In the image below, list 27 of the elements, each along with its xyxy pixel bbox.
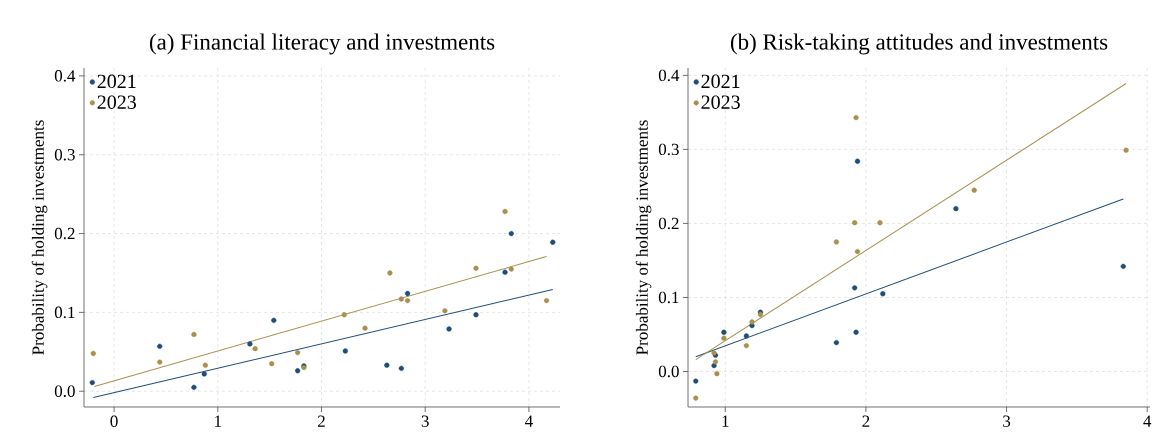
y-tick-label: 0.0	[54, 385, 75, 397]
x-tick-label: 4	[1143, 415, 1152, 427]
x-tick-label: 2	[317, 415, 325, 427]
y-axis-title: Probability of holding investments	[31, 120, 48, 355]
y-tick-label: 0.4	[54, 70, 76, 82]
y-tick-label: 0.1	[54, 306, 75, 319]
legend-label: 2023	[701, 95, 740, 109]
y-tick-label: 0.2	[54, 227, 75, 240]
x-tick-label: 2	[862, 415, 870, 427]
legend-label: 2021	[701, 74, 740, 89]
x-tick-label: 4	[524, 415, 533, 427]
y-axis-title: Probability of holding investments	[635, 120, 652, 355]
y-tick-label: 0.0	[658, 365, 679, 378]
y-tick-label: 0.3	[658, 143, 679, 156]
x-tick-label: 0	[110, 415, 118, 428]
y-tick-label: 0.4	[658, 69, 680, 82]
y-tick-label: 0.2	[658, 217, 679, 230]
x-tick-label: 3	[421, 415, 429, 427]
x-tick-label: 1	[722, 415, 729, 427]
y-tick-label: 0.1	[658, 291, 679, 304]
x-tick-label: 1	[215, 415, 222, 427]
x-tick-label: 3	[1003, 415, 1011, 427]
chart-title: (b) Risk-taking attitudes and investments	[730, 33, 1108, 55]
legend-label: 2021	[97, 74, 136, 89]
y-tick-label: 0.3	[54, 148, 75, 161]
chart-title: (a) Financial literacy and investments	[149, 33, 495, 55]
legend-label: 2023	[97, 95, 136, 109]
